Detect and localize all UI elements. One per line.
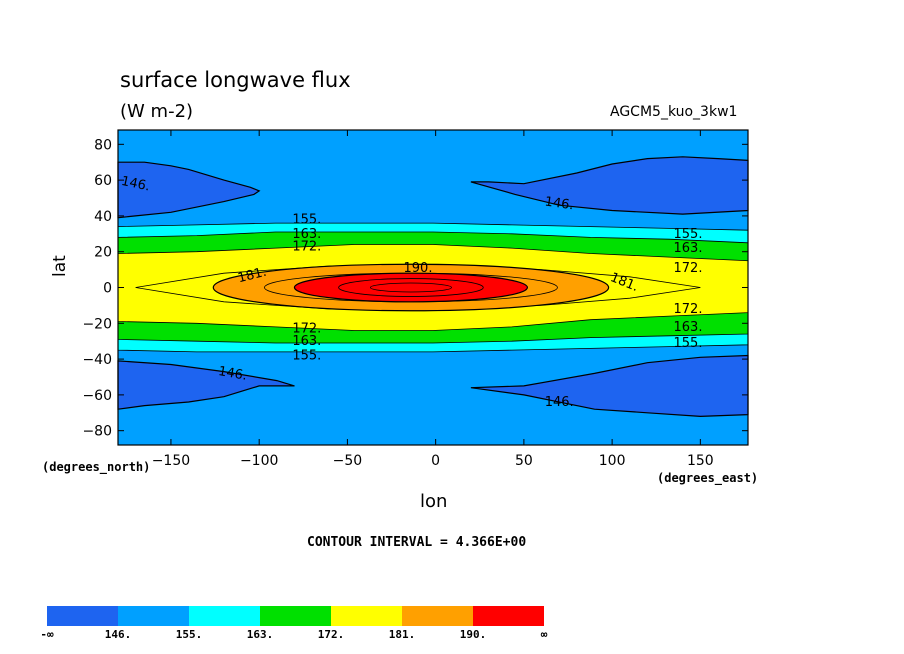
- colorbar-swatch: [402, 606, 473, 626]
- contour-line-inner: [369, 282, 452, 293]
- contour-label: 146.: [217, 364, 248, 384]
- colorbar-swatch: [189, 606, 260, 626]
- polar-low-region: [117, 161, 261, 219]
- contour-line-inner: [338, 278, 484, 297]
- x-tick-label: −150: [152, 453, 190, 469]
- x-tick-label: 50: [515, 453, 533, 469]
- colorbar-swatch: [260, 606, 331, 626]
- contour-label: 155.: [674, 227, 703, 242]
- contour-label: 172.: [674, 302, 703, 317]
- polar-low-region: [470, 156, 749, 215]
- x-tick-label: −100: [240, 453, 278, 469]
- x-axis-label: lon: [420, 491, 448, 512]
- contour-label: 146.: [120, 174, 151, 195]
- x-tick-label: −50: [333, 453, 363, 469]
- contour-label: 163.: [674, 241, 703, 256]
- chart-units: (W m-2): [120, 101, 194, 122]
- y-tick-label: 60: [94, 173, 112, 189]
- contour-label: 172.: [674, 261, 703, 276]
- colorbar-label: 163.: [247, 628, 274, 641]
- colorbar-swatch: [473, 606, 544, 626]
- y-tick-label: −40: [82, 352, 112, 368]
- colorbar-label: ∞: [541, 628, 548, 641]
- contour-label: 146.: [544, 194, 575, 213]
- y-tick-label: −60: [82, 388, 112, 404]
- polar-low-region: [117, 360, 295, 410]
- y-tick-label: −80: [82, 424, 112, 440]
- y-tick-label: −20: [82, 316, 112, 332]
- contour-label: 146.: [545, 395, 574, 410]
- colorbar-label: 190.: [460, 628, 487, 641]
- contour-label: 155.: [674, 336, 703, 351]
- contour-label: 172.: [292, 239, 321, 254]
- polar-low-region: [470, 354, 749, 418]
- contour-label: 172.: [292, 322, 321, 337]
- x-tick-label: 0: [431, 453, 440, 469]
- y-tick-label: 80: [94, 137, 112, 153]
- colorbar-label: 181.: [389, 628, 416, 641]
- x-tick-label: 150: [687, 453, 714, 469]
- contour-label: 163.: [292, 227, 321, 242]
- contour-label: 155.: [292, 349, 321, 364]
- colorbar-swatch: [47, 606, 118, 626]
- y-axis-units-note: (degrees_north): [42, 460, 151, 474]
- colorbar-swatch: [331, 606, 402, 626]
- contour-label: 190.: [404, 261, 433, 276]
- region-above-190: [293, 272, 529, 303]
- chart-title: surface longwave flux: [120, 68, 351, 92]
- colorbar-label: 155.: [176, 628, 203, 641]
- x-tick-label: 100: [599, 453, 626, 469]
- contour-interval-text: CONTOUR INTERVAL = 4.366E+00: [307, 535, 527, 550]
- contour-label: 163.: [674, 320, 703, 335]
- contour-label: 163.: [292, 334, 321, 349]
- colorbar-label: -∞: [40, 628, 54, 641]
- colorbar-label: 172.: [318, 628, 345, 641]
- y-tick-label: 40: [94, 209, 112, 225]
- y-tick-label: 20: [94, 245, 112, 261]
- colorbar-swatch: [118, 606, 189, 626]
- colorbar-label: 146.: [105, 628, 132, 641]
- contour-label: 181.: [236, 265, 268, 287]
- model-name: AGCM5_kuo_3kw1: [610, 104, 738, 120]
- contour-label: 155.: [292, 212, 321, 227]
- y-tick-label: 0: [103, 281, 112, 297]
- x-axis-units-note: (degrees_east): [657, 471, 759, 485]
